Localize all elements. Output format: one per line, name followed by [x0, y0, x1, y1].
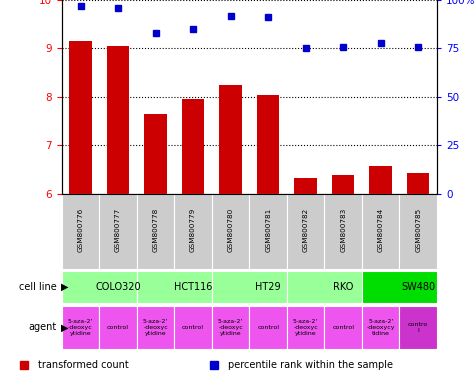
Text: GSM800780: GSM800780	[228, 208, 234, 252]
Text: 5-aza-2'
-deoxycy
tidine: 5-aza-2' -deoxycy tidine	[367, 319, 395, 336]
Bar	[332, 175, 354, 194]
Bar	[287, 306, 324, 349]
Bar	[62, 306, 99, 349]
Bar	[144, 114, 167, 194]
Text: GSM800785: GSM800785	[415, 208, 421, 252]
Text: 5-aza-2'
-deoxyc
ytidine: 5-aza-2' -deoxyc ytidine	[293, 319, 318, 336]
Text: GSM800783: GSM800783	[340, 208, 346, 252]
Text: GSM800782: GSM800782	[303, 208, 309, 252]
Text: GSM800781: GSM800781	[265, 208, 271, 252]
Bar	[407, 173, 429, 194]
Bar	[174, 306, 212, 349]
Text: control: control	[332, 325, 354, 330]
Bar	[324, 194, 362, 269]
Text: GSM800778: GSM800778	[152, 208, 159, 252]
Bar	[399, 306, 437, 349]
Bar	[62, 271, 137, 303]
Bar	[362, 271, 437, 303]
Bar	[99, 306, 137, 349]
Bar	[212, 194, 249, 269]
Bar	[182, 99, 204, 194]
Text: transformed count: transformed count	[38, 360, 129, 370]
Text: HT29: HT29	[256, 282, 281, 292]
Bar	[294, 178, 317, 194]
Bar	[287, 271, 362, 303]
Text: control: control	[107, 325, 129, 330]
Text: COLO320: COLO320	[95, 282, 141, 292]
Text: 5-aza-2'
-deoxyc
ytidine: 5-aza-2' -deoxyc ytidine	[218, 319, 243, 336]
Bar	[399, 194, 437, 269]
Text: agent: agent	[29, 322, 57, 333]
Text: ▶: ▶	[61, 322, 68, 333]
Bar	[137, 306, 174, 349]
Text: control: control	[257, 325, 279, 330]
Bar	[107, 46, 129, 194]
Bar	[137, 271, 212, 303]
Bar	[69, 41, 92, 194]
Text: ▶: ▶	[61, 282, 68, 292]
Bar	[137, 194, 174, 269]
Bar	[249, 306, 287, 349]
Bar	[212, 271, 287, 303]
Bar	[249, 194, 287, 269]
Text: 5-aza-2'
-deoxyc
ytidine: 5-aza-2' -deoxyc ytidine	[68, 319, 93, 336]
Text: contro
l: contro l	[408, 322, 428, 333]
Text: GSM800777: GSM800777	[115, 208, 121, 252]
Bar	[287, 194, 324, 269]
Bar	[324, 306, 362, 349]
Bar	[219, 85, 242, 194]
Bar	[99, 194, 137, 269]
Text: HCT116: HCT116	[174, 282, 212, 292]
Text: RKO: RKO	[333, 282, 353, 292]
Text: 5-aza-2'
-deoxyc
ytidine: 5-aza-2' -deoxyc ytidine	[143, 319, 168, 336]
Bar	[257, 94, 279, 194]
Text: GSM800784: GSM800784	[378, 208, 384, 252]
Bar	[370, 166, 392, 194]
Bar	[212, 306, 249, 349]
Bar	[62, 194, 99, 269]
Text: control: control	[182, 325, 204, 330]
Text: SW480: SW480	[401, 282, 435, 292]
Text: cell line: cell line	[19, 282, 57, 292]
Text: GSM800776: GSM800776	[77, 208, 84, 252]
Bar	[174, 194, 212, 269]
Bar	[362, 194, 399, 269]
Text: GSM800779: GSM800779	[190, 208, 196, 252]
Text: percentile rank within the sample: percentile rank within the sample	[228, 360, 393, 370]
Bar	[362, 306, 399, 349]
